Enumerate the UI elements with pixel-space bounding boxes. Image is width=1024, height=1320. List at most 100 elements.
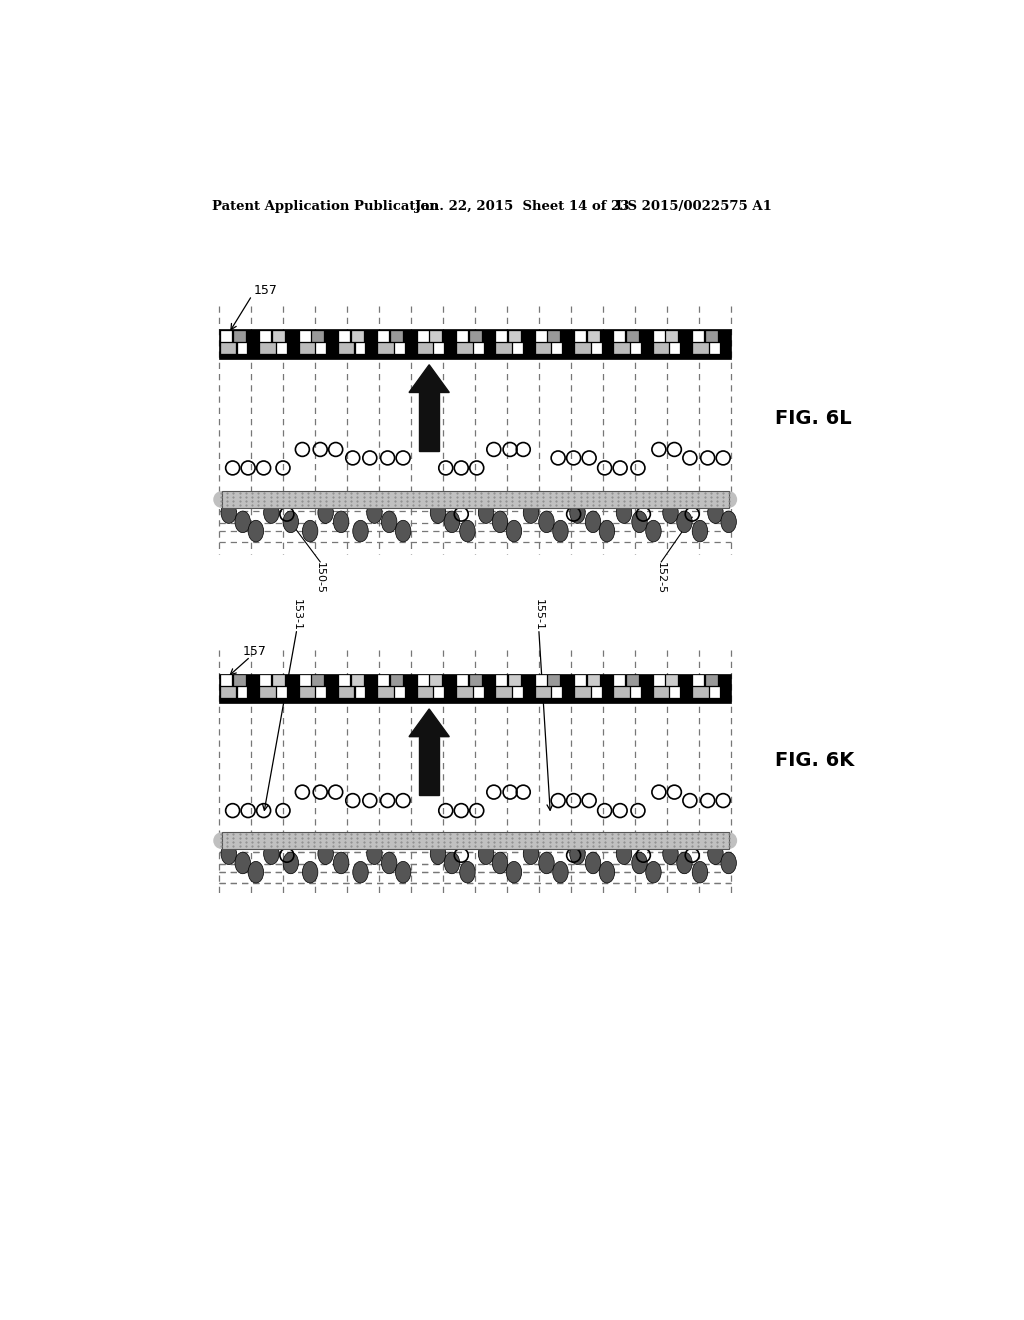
Bar: [653, 688, 670, 698]
Ellipse shape: [352, 520, 369, 541]
Ellipse shape: [663, 843, 678, 865]
Bar: [693, 675, 705, 686]
Bar: [276, 688, 287, 698]
Bar: [221, 331, 232, 342]
Ellipse shape: [221, 843, 237, 865]
Ellipse shape: [352, 862, 369, 883]
Bar: [238, 688, 248, 698]
Bar: [221, 675, 232, 686]
Text: 153-1: 153-1: [292, 599, 302, 631]
Bar: [614, 675, 626, 686]
Bar: [667, 675, 679, 686]
Bar: [614, 688, 630, 698]
Bar: [379, 343, 394, 354]
Ellipse shape: [213, 491, 230, 508]
Ellipse shape: [430, 502, 445, 523]
Bar: [667, 331, 679, 342]
Bar: [653, 675, 665, 686]
Bar: [693, 343, 709, 354]
Bar: [631, 688, 641, 698]
Bar: [653, 331, 665, 342]
Bar: [588, 331, 600, 342]
Ellipse shape: [493, 511, 508, 532]
Polygon shape: [409, 364, 450, 392]
Bar: [391, 331, 403, 342]
Bar: [233, 675, 246, 686]
Bar: [497, 331, 508, 342]
Bar: [497, 675, 508, 686]
Ellipse shape: [234, 511, 251, 532]
Ellipse shape: [478, 843, 494, 865]
Bar: [457, 343, 472, 354]
Ellipse shape: [708, 843, 723, 865]
Bar: [316, 688, 326, 698]
Ellipse shape: [263, 502, 280, 523]
Ellipse shape: [632, 853, 647, 874]
Bar: [457, 675, 468, 686]
Ellipse shape: [395, 520, 411, 541]
Ellipse shape: [317, 843, 334, 865]
Bar: [379, 331, 389, 342]
Bar: [706, 331, 718, 342]
Bar: [552, 688, 562, 698]
Ellipse shape: [721, 853, 736, 874]
Bar: [379, 688, 394, 698]
Bar: [536, 688, 551, 698]
Bar: [671, 343, 680, 354]
Bar: [395, 343, 404, 354]
Bar: [536, 675, 547, 686]
Ellipse shape: [302, 520, 317, 541]
Ellipse shape: [586, 853, 601, 874]
Ellipse shape: [221, 502, 237, 523]
Ellipse shape: [646, 862, 662, 883]
Ellipse shape: [460, 520, 475, 541]
Ellipse shape: [721, 511, 736, 532]
Ellipse shape: [444, 853, 460, 874]
Ellipse shape: [248, 862, 263, 883]
Bar: [474, 343, 483, 354]
Bar: [575, 343, 591, 354]
Bar: [355, 688, 366, 698]
Ellipse shape: [599, 520, 614, 541]
Bar: [219, 673, 731, 702]
Ellipse shape: [248, 520, 263, 541]
Ellipse shape: [692, 520, 708, 541]
Bar: [627, 675, 639, 686]
Ellipse shape: [569, 843, 586, 865]
Bar: [548, 675, 560, 686]
Bar: [592, 343, 601, 354]
Ellipse shape: [663, 502, 678, 523]
Bar: [379, 675, 389, 686]
Ellipse shape: [708, 502, 723, 523]
Bar: [418, 675, 429, 686]
Bar: [671, 688, 680, 698]
Polygon shape: [409, 709, 450, 737]
Bar: [457, 688, 472, 698]
Ellipse shape: [381, 511, 397, 532]
Bar: [430, 331, 442, 342]
Bar: [653, 343, 670, 354]
Ellipse shape: [395, 862, 411, 883]
Bar: [693, 688, 709, 698]
Bar: [418, 343, 433, 354]
Ellipse shape: [334, 511, 349, 532]
Bar: [316, 343, 326, 354]
Bar: [339, 331, 350, 342]
Ellipse shape: [493, 853, 508, 874]
Ellipse shape: [569, 502, 586, 523]
Bar: [219, 330, 731, 359]
Bar: [614, 331, 626, 342]
Bar: [351, 675, 364, 686]
Text: Jan. 22, 2015  Sheet 14 of 23: Jan. 22, 2015 Sheet 14 of 23: [415, 199, 629, 213]
Bar: [222, 832, 729, 849]
Text: 157: 157: [243, 645, 266, 659]
Text: FIG. 6L: FIG. 6L: [775, 409, 852, 428]
Ellipse shape: [381, 853, 397, 874]
Ellipse shape: [586, 511, 601, 532]
Ellipse shape: [283, 853, 299, 874]
Bar: [276, 343, 287, 354]
Bar: [260, 343, 275, 354]
Text: US 2015/0022575 A1: US 2015/0022575 A1: [616, 199, 772, 213]
Bar: [233, 331, 246, 342]
Bar: [434, 343, 444, 354]
